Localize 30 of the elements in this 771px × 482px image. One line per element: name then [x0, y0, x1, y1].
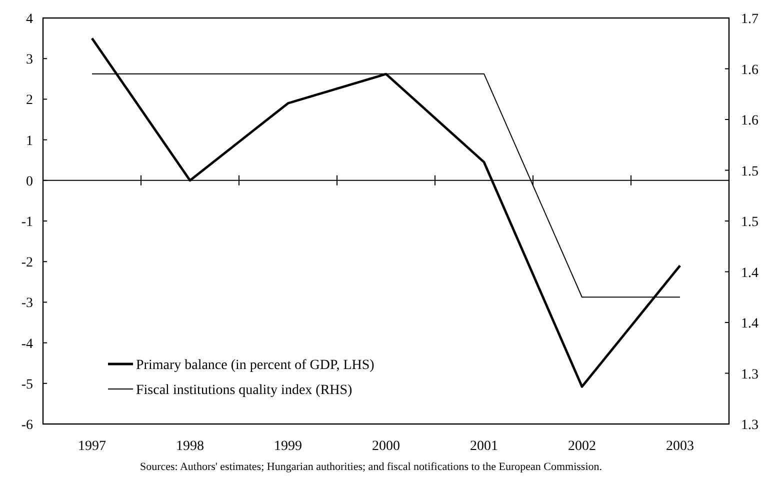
legend-label: Primary balance (in percent of GDP, LHS) [136, 358, 375, 373]
y2-tick-label: 1.3 [741, 418, 758, 433]
y-tick-label: -3 [21, 296, 33, 312]
x-tick-label: 2002 [568, 439, 596, 454]
y2-tick-label: 1.4 [741, 316, 758, 332]
y2-tick-label: 1.5 [741, 215, 758, 230]
y-tick-label: -1 [21, 215, 33, 230]
x-tick-label: 2001 [470, 439, 498, 454]
y2-tick-label: 1.3 [741, 367, 758, 382]
y-tick-label: -2 [21, 256, 33, 271]
x-tick-label: 1998 [176, 439, 204, 454]
x-tick-label: 1999 [274, 439, 302, 454]
y2-tick-label: 1.5 [741, 164, 758, 180]
y-tick-label: -4 [21, 336, 33, 352]
source-note: Sources: Authors' estimates; Hungarian authorities; and fiscal notifications to the European Commission. [140, 461, 602, 473]
y2-tick-label: 1.6 [741, 114, 758, 128]
y2-tick-label: 1.4 [741, 266, 758, 281]
y-tick-label: -5 [21, 377, 33, 392]
y-tick-label: 0 [26, 174, 33, 190]
y-tick-label: 1 [26, 134, 33, 149]
y-tick-label: 3 [26, 52, 33, 68]
y2-tick-label: 1.6 [741, 62, 758, 78]
y2-tick-label: 1.7 [741, 12, 758, 27]
y-tick-label: 2 [26, 93, 33, 108]
legend-label: Fiscal institutions quality index (RHS) [136, 383, 353, 398]
x-tick-label: 2003 [666, 439, 694, 454]
x-tick-label: 1997 [78, 439, 106, 454]
y-tick-label: 4 [26, 12, 33, 27]
x-tick-label: 2000 [372, 439, 400, 454]
y-tick-label: -6 [21, 418, 33, 433]
